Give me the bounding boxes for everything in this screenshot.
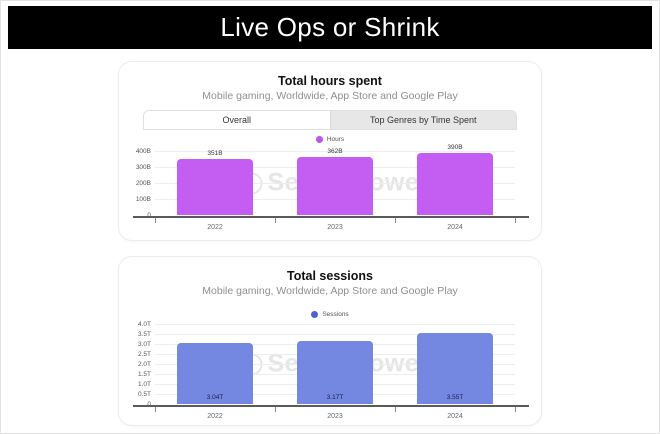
x-axis-tick — [395, 217, 396, 223]
y-tick-label: 0 — [147, 400, 151, 408]
sessions-x-axis-line — [133, 404, 529, 407]
sessions-card: Total sessions Mobile gaming, Worldwide,… — [118, 256, 542, 426]
sessions-card-title: Total sessions — [287, 269, 373, 283]
y-tick-label: 3.0T — [137, 340, 151, 348]
hours-y-axis: 400B 300B 200B 100B 0 — [133, 147, 155, 219]
sessions-x-axis-ticks — [155, 406, 516, 412]
hours-bars: 351B 362B 390B — [155, 144, 515, 215]
y-tick-label: 4.0T — [137, 320, 151, 328]
x-axis-tick — [515, 217, 516, 223]
sessions-legend-dot-icon — [311, 311, 319, 318]
y-tick-label: 0 — [147, 211, 151, 219]
bar-value-label: 3.55T — [446, 394, 464, 401]
bar-value-label: 351B — [207, 149, 223, 157]
hours-legend-label: Hours — [326, 136, 345, 143]
y-tick-label: 300B — [135, 163, 151, 171]
y-tick-label: 1.5T — [137, 370, 151, 378]
y-tick-label: 3.5T — [137, 330, 151, 338]
x-axis-tick — [395, 406, 396, 412]
hours-card-subtitle: Mobile gaming, Worldwide, App Store and … — [202, 90, 458, 102]
y-tick-label: 200B — [135, 179, 151, 187]
bar-value-label: 362B — [327, 148, 343, 156]
hours-x-axis-line — [133, 215, 529, 218]
x-axis-label-2023: 2023 — [327, 223, 343, 231]
banner: Live Ops or Shrink — [8, 6, 652, 49]
y-tick-label: 400B — [135, 147, 151, 155]
bar-2024[interactable]: 390B — [417, 144, 493, 215]
hours-x-axis-ticks — [155, 217, 516, 223]
x-axis-label-2024: 2024 — [447, 412, 463, 420]
x-axis-tick — [275, 406, 276, 412]
x-axis-label-2022: 2022 — [207, 412, 223, 420]
sessions-bars: 3.04T 3.17T 3.55T — [155, 324, 515, 404]
x-axis-tick — [155, 217, 156, 223]
x-axis-label-2023: 2023 — [327, 412, 343, 420]
sessions-x-axis-labels: 2022 2023 2024 — [155, 413, 515, 420]
y-tick-label: 2.5T — [137, 350, 151, 358]
y-tick-label: 100B — [135, 195, 151, 203]
gridline — [155, 324, 515, 325]
hours-tabs: Overall Top Genres by Time Spent — [143, 110, 517, 130]
bar-value-label: 3.17T — [326, 394, 344, 401]
hours-legend[interactable]: Hours — [119, 136, 541, 143]
hours-legend-dot-icon — [315, 136, 323, 143]
sessions-y-axis: 4.0T 3.5T 3.0T 2.5T 2.0T 1.5T 1.0T 0.5T 0 — [133, 320, 155, 408]
bar-2023[interactable]: 3.17T — [297, 340, 373, 404]
x-axis-label-2022: 2022 — [207, 223, 223, 231]
x-axis-label-2024: 2024 — [447, 223, 463, 231]
bar-value-label: 3.04T — [206, 394, 224, 401]
bar-slot: 3.17T — [275, 324, 395, 404]
sessions-card-subtitle: Mobile gaming, Worldwide, App Store and … — [202, 285, 458, 297]
x-axis-tick — [275, 217, 276, 223]
bar-2022[interactable]: 351B — [177, 150, 253, 215]
bar-slot: 362B — [275, 148, 395, 215]
bar-slot: 390B — [395, 144, 515, 215]
gridline — [155, 334, 515, 335]
sessions-legend-label: Sessions — [322, 311, 349, 318]
x-axis-tick — [515, 406, 516, 412]
y-tick-label: 2.0T — [137, 360, 151, 368]
bar-2023[interactable]: 362B — [297, 148, 373, 215]
bar-2022[interactable]: 3.04T — [177, 343, 253, 404]
hours-card: Total hours spent Mobile gaming, Worldwi… — [118, 61, 542, 241]
bar-2024[interactable]: 3.55T — [417, 333, 493, 404]
bar-slot: 3.55T — [395, 324, 515, 404]
hours-card-title: Total hours spent — [278, 74, 382, 88]
tab-top-genres-by-time-spent[interactable]: Top Genres by Time Spent — [329, 111, 516, 129]
bar-value-label: 390B — [447, 143, 463, 151]
banner-title: Live Ops or Shrink — [220, 12, 440, 42]
sessions-chart: 4.0T3.5T3.0T2.5T2.0T1.5T1.0T0.5T0 Sensor… — [133, 320, 529, 420]
bar-slot: 3.04T — [155, 324, 275, 404]
hours-x-axis-labels: 2022 2023 2024 — [155, 224, 515, 231]
y-tick-label: 1.0T — [137, 380, 151, 388]
tab-overall[interactable]: Overall — [144, 111, 330, 129]
x-axis-tick — [155, 406, 156, 412]
bar-slot: 351B — [155, 150, 275, 215]
gridline — [155, 151, 515, 152]
sessions-legend[interactable]: Sessions — [119, 311, 541, 318]
y-tick-label: 0.5T — [137, 390, 151, 398]
